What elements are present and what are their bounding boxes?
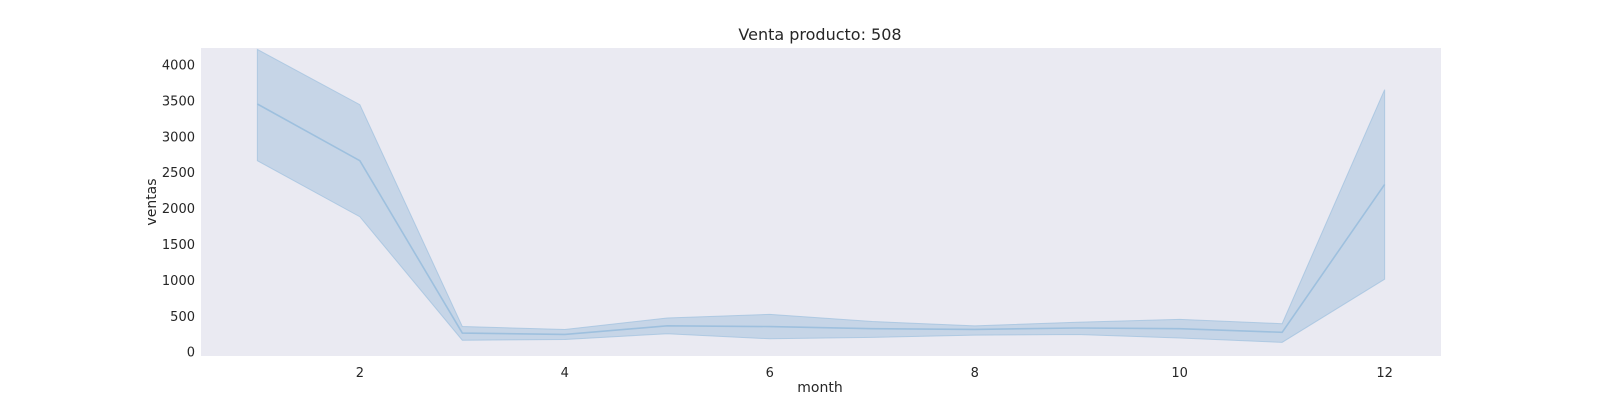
x-axis-label: month	[797, 380, 842, 396]
x-tick-label: 2	[356, 366, 364, 381]
data-point	[563, 332, 567, 336]
chart-title: Venta producto: 508	[738, 25, 901, 44]
x-tick-label: 8	[971, 366, 979, 381]
data-point	[255, 102, 259, 106]
confidence-band-layer	[256, 48, 1386, 343]
y-tick-label: 1000	[162, 274, 195, 289]
x-tick-label: 12	[1376, 366, 1393, 381]
x-tick-label: 6	[766, 366, 774, 381]
plot-area	[201, 48, 1441, 356]
y-tick-label: 3000	[162, 130, 195, 145]
y-tick-label: 3500	[162, 94, 195, 109]
data-point	[460, 331, 464, 335]
y-axis-label: ventas	[144, 178, 160, 225]
data-point	[870, 327, 874, 331]
data-point	[1280, 330, 1284, 334]
confidence-band	[256, 48, 1386, 343]
data-point	[665, 324, 669, 328]
y-tick-label: 1500	[162, 238, 195, 253]
data-point	[1178, 327, 1182, 331]
y-tick-label: 0	[187, 346, 195, 361]
data-point	[358, 159, 362, 163]
x-tick-label: 4	[561, 366, 569, 381]
y-tick-label: 2000	[162, 202, 195, 217]
data-point	[1383, 182, 1387, 186]
data-point	[973, 327, 977, 331]
y-tick-label: 2500	[162, 166, 195, 181]
x-ticks: 2 4 6 8 10 12	[356, 366, 1393, 381]
y-tick-label: 4000	[162, 59, 195, 74]
y-tick-label: 500	[170, 310, 195, 325]
y-ticks: 0 500 1000 1500 2000 2500 3000 3500 4000	[162, 59, 195, 361]
data-point	[768, 325, 772, 329]
series-line	[256, 103, 1386, 336]
line-layer	[255, 102, 1387, 336]
data-point	[1075, 326, 1079, 330]
x-tick-label: 10	[1171, 366, 1188, 381]
